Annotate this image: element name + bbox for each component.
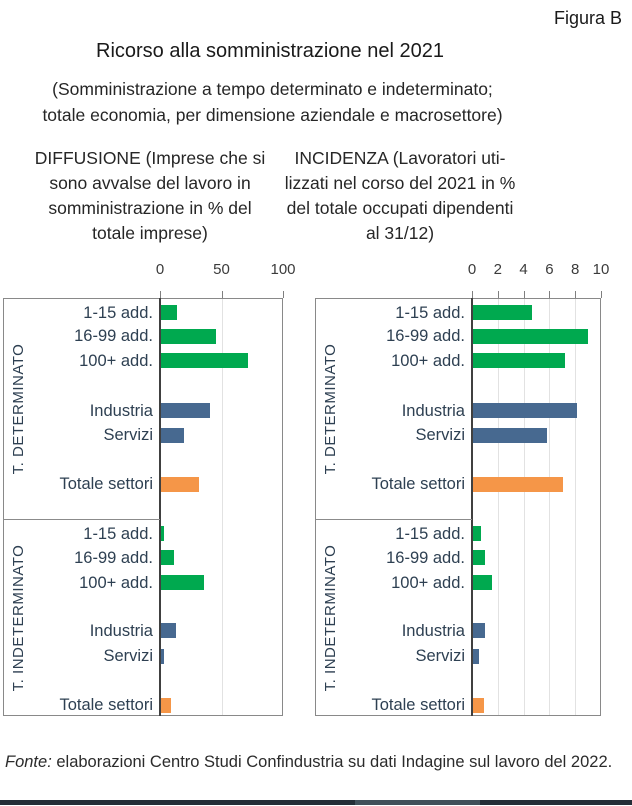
figure-label: Figura B [553,8,622,28]
x-axis-tick-mark [472,291,473,298]
category-label: Servizi [103,426,153,444]
category-label: Industria [89,401,153,420]
x-axis-tick-mark [524,291,525,298]
x-axis-tick-label: 100 [270,261,296,278]
bar [473,550,485,565]
zero-axis-line [471,298,473,716]
bar [473,476,563,492]
category-label: Industria [401,401,465,420]
gridline [575,299,576,715]
category-label: 100+ add. [391,573,465,592]
x-axis-tick-mark [549,291,550,298]
x-axis-tick-label: 4 [519,261,528,278]
x-axis-tick-label: 2 [493,261,502,278]
gridline [524,299,525,715]
category-label: Totale settori [371,696,465,714]
source-note: Fonte: elaborazioni Centro Studi Confind… [5,750,627,775]
category-label: Industria [89,621,153,640]
page-title: Ricorso alla somministrazione nel 2021 [96,40,444,62]
x-axis-tick-mark [222,291,223,298]
subtitle-line-1: (Somministrazione a tempo determinato e … [52,79,493,99]
category-label: Servizi [415,647,465,665]
x-axis-tick-mark [601,291,602,298]
x-axis-tick-label: 50 [213,261,230,278]
section-separator [3,519,160,520]
bar [473,353,565,368]
x-axis-tick-label: 6 [545,261,554,278]
incidenza-panel-heading: INCIDENZA (Lavoratori uti-lizzati nel co… [263,146,537,246]
bar [161,476,199,492]
bar [161,427,184,443]
bar [161,328,216,344]
category-label: 100+ add. [79,573,153,592]
category-label: Servizi [415,426,465,444]
bar [473,648,479,664]
category-label: 16-99 add. [386,327,465,345]
bar [473,403,577,418]
panel-heading-line: lizzati nel corso del 2021 in % [284,173,516,193]
page-edge-bar [0,800,632,805]
panel-heading-line: al 31/12) [365,223,435,243]
bar [473,575,492,590]
panel-heading-line: sono avvalse del lavoro in [49,173,251,193]
category-label: 16-99 add. [74,548,153,567]
category-label: 16-99 add. [386,548,465,567]
subtitle: (Somministrazione a tempo determinato e … [0,76,545,128]
x-axis-tick-label: 8 [571,261,580,278]
category-label: Totale settori [59,475,153,493]
gridline [498,299,499,715]
x-axis-tick-label: 10 [592,261,610,278]
bar [161,623,176,638]
subtitle-line-2: totale economia, per dimensione aziendal… [42,105,503,125]
bar [161,575,204,590]
panel-heading-line: INCIDENZA (Lavoratori uti- [294,148,506,168]
category-label: 1-15 add. [395,524,465,543]
category-label: 100+ add. [79,351,153,370]
bar [161,697,171,713]
bar [161,305,177,320]
bar [473,697,484,713]
source-note-prefix: Fonte: [5,753,52,771]
zero-axis-line [159,298,161,716]
category-label: Totale settori [59,696,153,714]
bar [473,305,532,320]
category-label: 1-15 add. [83,303,153,322]
panel-heading-line: DIFFUSIONE (Imprese che si [34,148,266,168]
x-axis-tick-mark [575,291,576,298]
bar [473,526,481,541]
diffusione-panel-heading: DIFFUSIONE (Imprese che si sono avvalse d… [5,146,295,246]
bar [161,526,164,541]
source-note-text: elaborazioni Centro Studi Confindustria … [51,753,613,771]
bar [473,623,485,638]
bar [473,427,547,443]
gridline [549,299,550,715]
category-label: 1-15 add. [83,524,153,543]
x-axis-tick-mark [160,291,161,298]
category-label: Totale settori [371,475,465,493]
category-label: Industria [401,621,465,640]
bar [161,353,248,368]
gridline [222,299,223,715]
panel-heading-line: somministrazione in % del [48,198,252,218]
bar [161,550,174,565]
x-axis-tick-mark [283,291,284,298]
category-label: 16-99 add. [74,327,153,345]
section-separator [315,519,472,520]
panel-heading-line: del totale occupati dipendenti [286,198,514,218]
x-axis-tick-label: 0 [467,261,477,278]
category-label: Servizi [103,647,153,665]
category-label: 100+ add. [391,351,465,370]
x-axis-tick-label: 0 [155,261,165,278]
x-axis-tick-mark [498,291,499,298]
bar [161,403,210,418]
page-edge-bar-light-segment [355,800,480,805]
bar [473,328,588,344]
bar [161,648,164,664]
panel-heading-line: totale imprese) [92,223,208,243]
category-label: 1-15 add. [395,303,465,322]
